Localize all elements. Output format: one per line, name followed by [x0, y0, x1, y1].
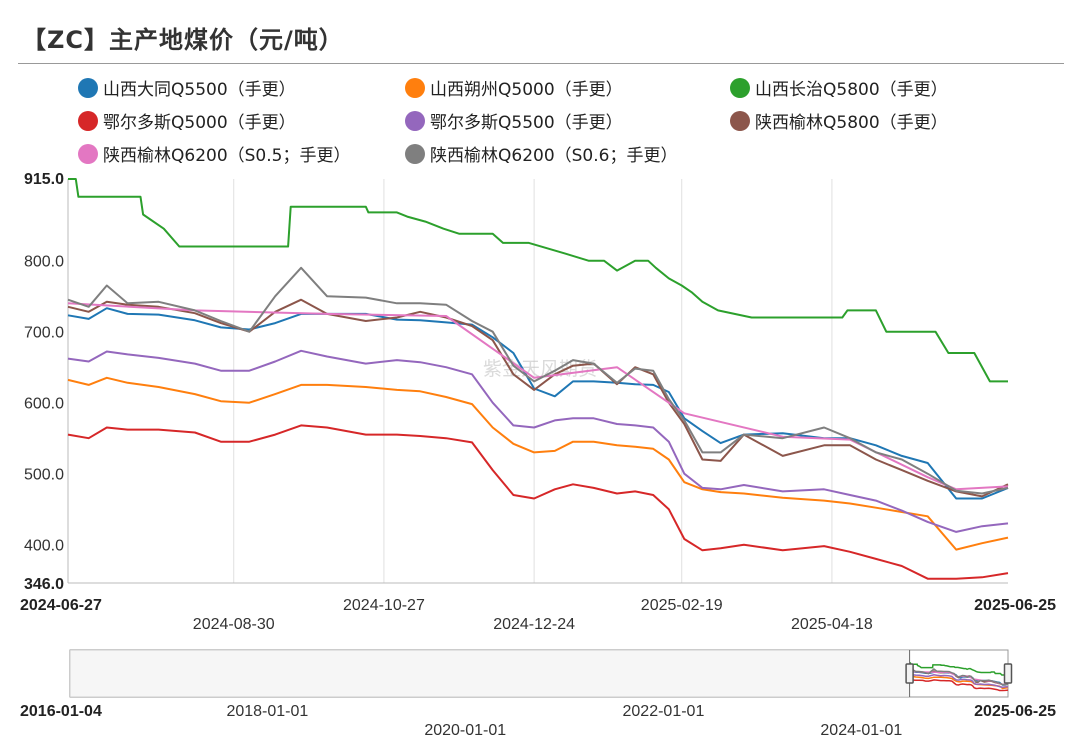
legend-marker	[405, 143, 425, 164]
navigator-series-line	[909, 679, 1009, 692]
legend-label: 鄂尔多斯Q5500（手更）	[430, 113, 623, 133]
navigator-series-line	[909, 670, 1009, 686]
legend-item[interactable]: 陕西榆林Q6200（S0.6；手更）	[405, 141, 677, 166]
legend-item[interactable]: 山西大同Q5500（手更）	[78, 75, 296, 100]
legend-item[interactable]: 山西长治Q5800（手更）	[730, 75, 948, 100]
navigator-series-line	[909, 674, 1009, 688]
series-line	[67, 298, 1009, 498]
navigator-tick-label: 2020-01-01	[424, 722, 506, 739]
legend-label: 山西长治Q5800（手更）	[755, 80, 948, 100]
watermark: 紫金天风期货	[483, 358, 597, 380]
legend-marker	[405, 77, 425, 98]
navigator-handle[interactable]	[905, 663, 914, 684]
legend-item[interactable]: 陕西榆林Q5800（手更）	[730, 108, 948, 133]
series-line	[67, 266, 1009, 495]
x-tick-label: 2024-08-30	[193, 616, 275, 633]
navigator-tick-label: 2022-01-01	[623, 703, 705, 720]
legend-marker	[405, 110, 425, 131]
legend-marker	[730, 77, 750, 98]
series-line	[67, 349, 1009, 533]
y-tick-label: 800.0	[24, 254, 64, 271]
legend-item[interactable]: 陕西榆林Q6200（S0.5；手更）	[78, 141, 350, 166]
legend-label: 鄂尔多斯Q5000（手更）	[103, 113, 296, 133]
x-tick-label: 2024-12-24	[493, 616, 575, 633]
y-tick-label: 400.0	[24, 538, 64, 555]
navigator-handle[interactable]	[1003, 663, 1013, 684]
legend-marker	[78, 77, 98, 98]
y-tick-label: 700.0	[24, 325, 64, 342]
y-tick-label: 600.0	[24, 396, 64, 413]
series-line	[67, 424, 1009, 580]
legend-marker	[78, 110, 98, 131]
navigator-series-line	[909, 662, 1008, 678]
legend-item[interactable]: 鄂尔多斯Q5500（手更）	[405, 108, 623, 133]
x-end-label: 2025-06-25	[974, 597, 1056, 614]
navigator-series-line	[909, 670, 1009, 686]
x-tick-label: 2024-10-27	[343, 597, 425, 614]
navigator-tick-label: 2016-01-04	[20, 703, 102, 720]
title-divider	[18, 63, 1064, 64]
legend-label: 陕西榆林Q6200（S0.6；手更）	[430, 146, 678, 166]
legend-marker	[78, 143, 98, 164]
series-line	[67, 307, 1009, 500]
navigator-series-line	[909, 675, 1009, 690]
navigator-mask	[70, 650, 910, 697]
legend-item[interactable]: 鄂尔多斯Q5000（手更）	[78, 108, 296, 133]
legend-marker	[730, 110, 750, 131]
x-tick-label: 2025-04-18	[791, 616, 873, 633]
series-line	[67, 376, 1009, 551]
legend-item[interactable]: 山西朔州Q5000（手更）	[405, 75, 623, 100]
chart-title: 【ZC】主产地煤价（元/吨）	[22, 26, 344, 54]
legend-label: 山西大同Q5500（手更）	[103, 80, 296, 100]
navigator-tick-label: 2024-01-01	[820, 722, 902, 739]
legend-label: 陕西榆林Q5800（手更）	[755, 113, 948, 133]
navigator-tick-label: 2018-01-01	[226, 703, 308, 720]
y-min-label: 346.0	[24, 576, 64, 593]
navigator-tick-label: 2025-06-25	[974, 703, 1056, 720]
series-line	[68, 178, 1008, 383]
legend-label: 陕西榆林Q6200（S0.5；手更）	[103, 146, 351, 166]
series-line	[67, 302, 1009, 491]
x-start-label: 2024-06-27	[20, 597, 102, 614]
x-tick-label: 2025-02-19	[641, 597, 723, 614]
y-tick-label: 500.0	[24, 467, 64, 484]
legend-label: 山西朔州Q5000（手更）	[430, 80, 623, 100]
navigator-frame	[69, 649, 1009, 698]
y-max-label: 915.0	[24, 171, 64, 188]
navigator-series-line	[909, 671, 1009, 686]
navigator-series-line	[909, 668, 1009, 686]
